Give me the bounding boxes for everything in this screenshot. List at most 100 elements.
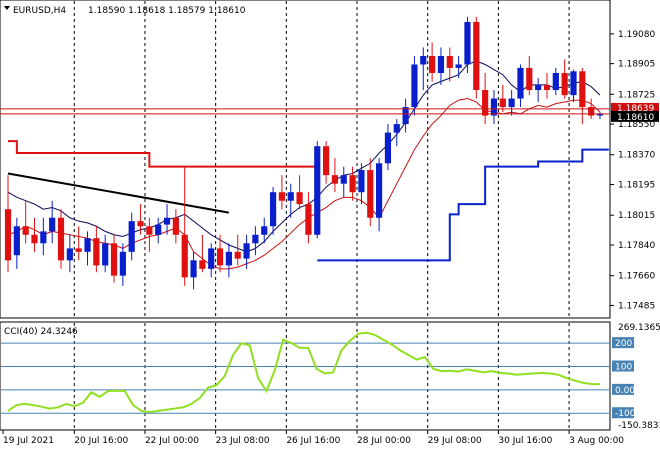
candle bbox=[446, 47, 453, 82]
candle-body bbox=[340, 175, 347, 184]
cci-level-label: 100 bbox=[615, 363, 632, 373]
candle-body bbox=[464, 21, 471, 65]
candle-body bbox=[499, 98, 506, 108]
candle bbox=[199, 234, 206, 273]
candle bbox=[402, 98, 409, 133]
cci-level-tag bbox=[612, 383, 634, 395]
candle bbox=[376, 158, 383, 232]
candle-body bbox=[119, 251, 126, 276]
time-tick-label: 19 Jul 2021 bbox=[3, 436, 54, 446]
header-group: EURUSD,H4 1.18590 1.18618 1.18579 1.1861… bbox=[4, 6, 246, 337]
candle bbox=[119, 243, 126, 286]
candle bbox=[93, 226, 100, 273]
candle-body bbox=[172, 217, 179, 235]
candle-body bbox=[75, 248, 82, 252]
candle-body bbox=[84, 238, 91, 252]
price-tick-label: 1.17660 bbox=[618, 272, 655, 282]
candle-body bbox=[393, 124, 400, 133]
candle bbox=[437, 47, 445, 85]
candle-body bbox=[190, 260, 197, 278]
time-tick-label: 28 Jul 00:00 bbox=[357, 436, 411, 446]
candle-body bbox=[31, 234, 38, 244]
candle-body bbox=[4, 209, 12, 261]
price-tick-label: 1.18905 bbox=[618, 60, 655, 70]
candle-body bbox=[269, 192, 277, 227]
time-tick-label: 26 Jul 16:00 bbox=[286, 436, 340, 446]
candle bbox=[243, 234, 250, 269]
candle-body bbox=[429, 55, 436, 74]
candle bbox=[508, 90, 515, 116]
candle-body bbox=[252, 234, 259, 244]
time-axis: 19 Jul 2021 20 Jul 16:00 22 Jul 00:00 23 Ju… bbox=[2, 430, 624, 446]
candle-body bbox=[508, 98, 515, 108]
candle bbox=[349, 166, 356, 201]
candle-body bbox=[526, 67, 533, 91]
upper-band-line bbox=[8, 140, 318, 168]
candle bbox=[340, 166, 347, 198]
cci-line bbox=[7, 331, 601, 414]
candle bbox=[579, 67, 586, 125]
cci-level-tag bbox=[612, 360, 634, 372]
candle-body bbox=[163, 217, 171, 225]
candle bbox=[75, 226, 82, 261]
cci-pane-frame bbox=[0, 321, 611, 431]
candle-body bbox=[579, 71, 586, 108]
candle-body bbox=[446, 55, 453, 68]
current-price-tag bbox=[611, 110, 659, 122]
candle-body bbox=[225, 251, 232, 266]
candle bbox=[137, 204, 144, 235]
candle-body bbox=[588, 107, 595, 116]
candle bbox=[49, 200, 56, 244]
candle bbox=[84, 231, 91, 266]
cci-axis: 269.1365 200 100 0.00 -100 -150.3831 bbox=[612, 323, 660, 431]
candle-body bbox=[322, 146, 330, 176]
candle bbox=[331, 158, 339, 193]
candle bbox=[66, 234, 73, 273]
cci-level-label: 0.00 bbox=[615, 386, 635, 396]
lower-band-line bbox=[317, 148, 609, 262]
candle-body bbox=[93, 238, 100, 266]
candle-body bbox=[110, 243, 118, 276]
ohlc-values: 1.18590 1.18618 1.18579 1.18610 bbox=[88, 6, 246, 16]
cci-level-tag bbox=[612, 407, 634, 419]
time-tick-label: 22 Jul 00:00 bbox=[145, 436, 199, 446]
candle bbox=[269, 187, 277, 235]
candle bbox=[31, 217, 38, 252]
candle bbox=[296, 175, 303, 210]
time-tick-label: 3 Aug 00:00 bbox=[569, 436, 624, 446]
candle bbox=[278, 175, 286, 210]
candle bbox=[490, 90, 498, 125]
price-tick-label: 1.18725 bbox=[618, 90, 655, 100]
cci-level-label: 269.1365 bbox=[618, 323, 660, 333]
candle-body bbox=[482, 90, 489, 116]
candle bbox=[517, 64, 524, 108]
candle-body bbox=[517, 67, 524, 99]
price-tick-label: 1.18015 bbox=[618, 211, 655, 221]
candle bbox=[225, 243, 232, 278]
candle bbox=[172, 209, 179, 244]
candle bbox=[482, 73, 489, 125]
candle bbox=[367, 158, 374, 227]
candle-body bbox=[402, 107, 409, 125]
candle-body bbox=[552, 73, 559, 91]
cci-level-label: -100 bbox=[615, 409, 636, 419]
candle bbox=[455, 55, 462, 79]
candle bbox=[181, 166, 188, 286]
trendline[interactable] bbox=[7, 172, 230, 214]
candle bbox=[190, 251, 197, 290]
price-tick-label: 1.18370 bbox=[618, 151, 655, 161]
candle-body bbox=[561, 73, 568, 96]
fast-ma-line bbox=[7, 60, 601, 253]
candle-body bbox=[543, 84, 551, 91]
candle-body bbox=[596, 113, 604, 116]
price-axis: 1.19080 1.18905 1.18725 1.18550 1.18370 1.181… bbox=[610, 30, 659, 311]
candle-body bbox=[376, 163, 383, 218]
candle bbox=[473, 16, 480, 99]
cci-level-tag bbox=[612, 337, 634, 349]
candle bbox=[543, 73, 551, 99]
candle bbox=[163, 204, 171, 235]
dropdown-arrow-icon[interactable] bbox=[4, 6, 10, 10]
candle-body bbox=[66, 248, 73, 261]
candle-body bbox=[287, 192, 294, 201]
